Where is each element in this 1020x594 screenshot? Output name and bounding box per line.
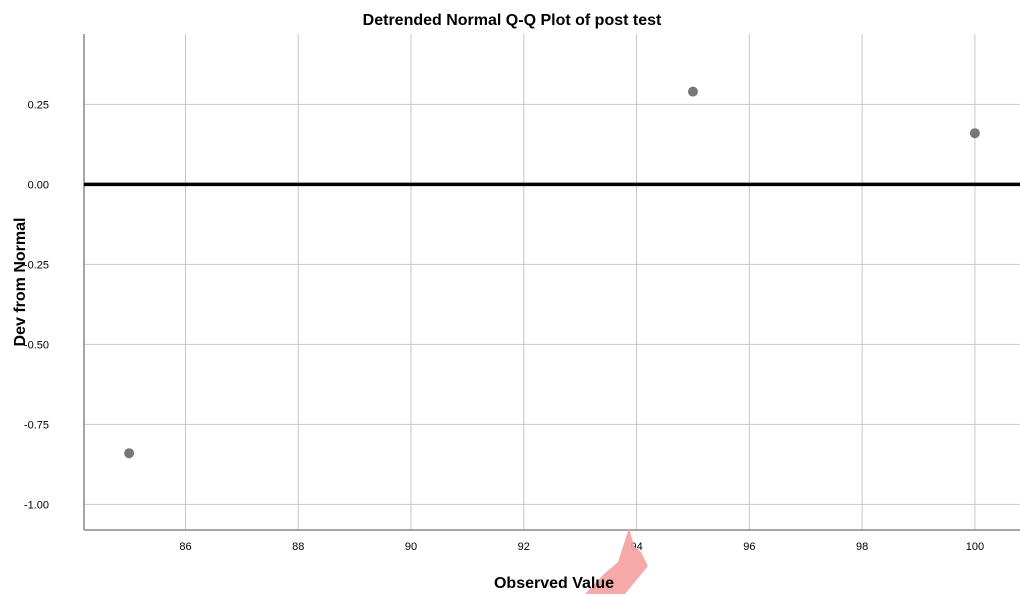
grid-lines [84,34,1020,530]
x-tick-label: 96 [743,541,755,553]
x-tick-label: 88 [292,541,304,553]
data-point [969,128,980,139]
x-tick-label: 92 [518,541,530,553]
chart-title: Detrended Normal Q-Q Plot of post test [363,12,662,29]
y-tick-label: -0.25 [24,259,49,271]
annotation-pointer [585,528,648,594]
x-tick-label: 90 [405,541,417,553]
y-axis-label: Dev from Normal [12,218,29,347]
x-tick-label: 100 [966,541,984,553]
data-point [687,86,698,97]
x-tick-label: 86 [179,541,191,553]
y-tick-label: -0.75 [24,419,49,431]
y-tick-label: -0.50 [24,339,49,351]
y-tick-label: 0.00 [28,179,49,191]
annotation-marker [585,528,648,594]
data-point [124,448,135,459]
x-tick-label: 98 [856,541,868,553]
x-axis-label: Observed Value [494,575,614,592]
data-points [124,86,980,459]
y-tick-label: 0.25 [28,99,49,111]
tick-labels: 86 88 90 92 94 96 98 1000.250.00-0.25-0.50-0.75… [24,99,984,553]
y-tick-label: -1.00 [24,499,49,511]
axes [83,34,1020,531]
